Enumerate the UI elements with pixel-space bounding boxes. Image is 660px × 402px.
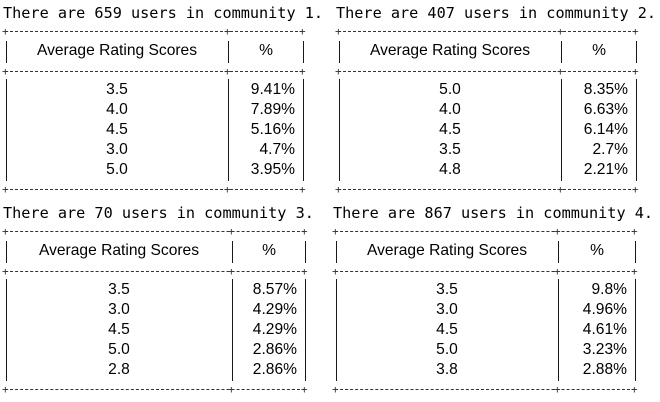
community-caption: There are 867 users in community 4. [333, 204, 654, 222]
table-row-score: 3.0 [106, 141, 128, 158]
table-row-score: 4.0 [439, 101, 461, 118]
table-row-percent: 7.89% [250, 101, 295, 118]
table-row-percent: 6.63% [583, 101, 628, 118]
header-average-rating-scores: Average Rating Scores [38, 242, 200, 259]
community-panel-3: There are 70 users in community 3. + + +… [2, 203, 328, 395]
table-row-score: 4.8 [439, 161, 461, 178]
table-row-score: 4.5 [106, 121, 128, 138]
table-row-percent: 4.61% [582, 321, 627, 338]
table-row-score: 4.5 [108, 321, 130, 338]
table-row-score: 4.5 [439, 121, 461, 138]
table-row-percent: 3.95% [250, 161, 295, 178]
table-row-percent: 2.21% [583, 161, 628, 178]
table-row-percent: 4.29% [252, 321, 297, 338]
table-row-percent: 8.57% [252, 281, 297, 298]
community-caption: There are 407 users in community 2. [336, 4, 657, 22]
table-row-percent: 2.86% [252, 361, 297, 378]
table-border-top [338, 31, 636, 32]
table-border-bottom [5, 389, 305, 390]
header-average-rating-scores: Average Rating Scores [369, 42, 531, 59]
table-row-percent: 4.29% [252, 301, 297, 318]
table-header-separator [5, 71, 303, 72]
table-row-score: 3.0 [436, 301, 458, 318]
header-percent: % [262, 242, 276, 259]
table-row-percent: 9.41% [250, 81, 295, 98]
table-row-percent: 6.14% [583, 121, 628, 138]
table-row-score: 4.5 [436, 321, 458, 338]
header-percent: % [590, 242, 604, 259]
table-border-bottom [335, 389, 635, 390]
community-caption: There are 70 users in community 3. [3, 204, 314, 222]
table-header-separator [335, 271, 635, 272]
table-header-separator [338, 71, 636, 72]
community-panel-4: There are 867 users in community 4. + + … [332, 203, 658, 395]
table-row-percent: 2.88% [582, 361, 627, 378]
table-row-percent: 2.7% [592, 141, 628, 158]
table-border-top [5, 31, 303, 32]
table-row-percent: 4.7% [259, 141, 295, 158]
community-panel-1: There are 659 users in community 1. + + … [2, 3, 328, 195]
table-row-score: 5.0 [439, 81, 461, 98]
table-border-bottom [338, 189, 636, 190]
table-row-percent: 5.16% [250, 121, 295, 138]
community-caption: There are 659 users in community 1. [3, 4, 324, 22]
table-row-score: 2.8 [108, 361, 130, 378]
table-border-bottom [5, 189, 303, 190]
table-row-score: 3.8 [436, 361, 458, 378]
table-border-top [335, 231, 635, 232]
header-average-rating-scores: Average Rating Scores [36, 42, 198, 59]
table-row-percent: 9.8% [591, 281, 627, 298]
table-row-score: 3.0 [108, 301, 130, 318]
table-border-top [5, 231, 305, 232]
table-row-percent: 3.23% [582, 341, 627, 358]
table-row-score: 4.0 [106, 101, 128, 118]
header-percent: % [259, 42, 273, 59]
table-row-score: 3.5 [436, 281, 458, 298]
table-row-score: 5.0 [108, 341, 130, 358]
table-row-score: 5.0 [436, 341, 458, 358]
table-row-percent: 4.96% [582, 301, 627, 318]
table-row-score: 3.5 [108, 281, 130, 298]
table-row-percent: 2.86% [252, 341, 297, 358]
table-row-score: 3.5 [106, 81, 128, 98]
header-average-rating-scores: Average Rating Scores [366, 242, 528, 259]
header-percent: % [592, 42, 606, 59]
community-panel-2: There are 407 users in community 2. + + … [335, 3, 660, 195]
table-row-score: 5.0 [106, 161, 128, 178]
table-row-score: 3.5 [439, 141, 461, 158]
table-header-separator [5, 271, 305, 272]
table-row-percent: 8.35% [583, 81, 628, 98]
